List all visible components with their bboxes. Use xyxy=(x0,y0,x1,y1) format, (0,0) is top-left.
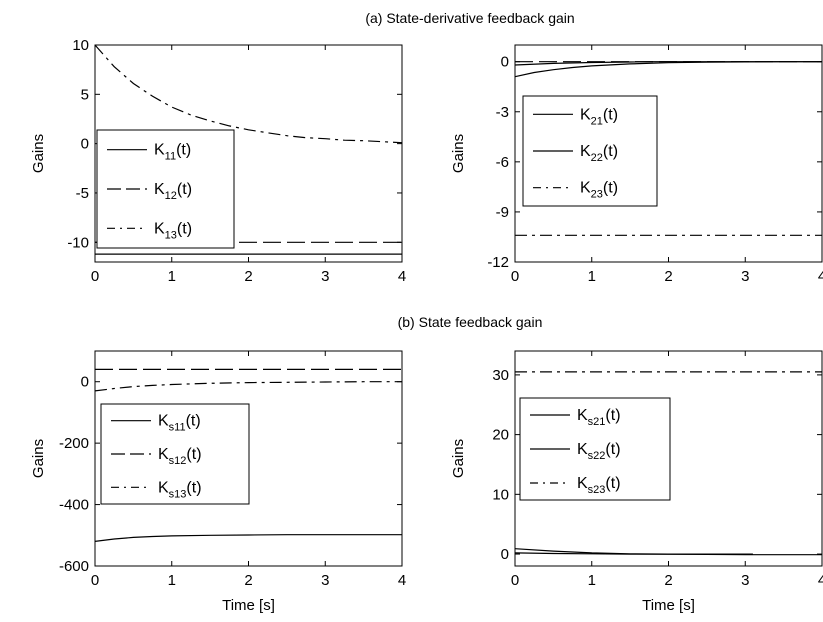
chart-2-ytick-label: -3 xyxy=(496,104,509,121)
chart-3-ytick-label: -600 xyxy=(59,558,89,575)
chart-2-xtick-label: 4 xyxy=(818,268,823,285)
chart-4-ytick-label: 10 xyxy=(492,486,509,503)
chart-3-series-ks11t xyxy=(94,534,402,542)
chart-2-legend-label: K22(t) xyxy=(580,143,618,164)
chart-1-xtick-label: 1 xyxy=(168,268,176,285)
chart-4-legend-label: Ks23(t) xyxy=(577,475,621,496)
chart-4-ytick-label: 30 xyxy=(492,367,509,384)
chart-4-legend-label: Ks21(t) xyxy=(577,407,621,428)
chart-3-legend: Ks11(t) Ks12(t) Ks13(t) xyxy=(100,403,250,505)
figure-title-b: (b) State feedback gain xyxy=(398,314,543,330)
chart-2-xtick-label: 0 xyxy=(511,268,519,285)
chart-2-xtick-label: 2 xyxy=(664,268,672,285)
chart-1-legend-label: K12(t) xyxy=(154,181,192,202)
chart-1-ytick-label: -5 xyxy=(76,185,89,202)
chart-1-ylabel: Gains xyxy=(30,134,47,173)
chart-1-ytick-label: 10 xyxy=(72,37,89,54)
chart-4-ytick-label: 0 xyxy=(501,546,509,563)
chart-3-ytick-label: -200 xyxy=(59,435,89,452)
chart-panel-2: 0 1 2 3 4 0 -3 -6 -9 -12 Gains K21(t) K22(t) K23(t) xyxy=(450,44,823,285)
chart-1-ytick-label: 0 xyxy=(81,136,89,153)
chart-4-xtick-label: 1 xyxy=(588,572,596,589)
chart-4-xtick-label: 0 xyxy=(511,572,519,589)
chart-1-xtick-label: 2 xyxy=(244,268,252,285)
chart-1-series-k13t xyxy=(94,44,403,144)
chart-2-legend: K21(t) K22(t) K23(t) xyxy=(522,95,658,207)
chart-2-xtick-label: 1 xyxy=(588,268,596,285)
chart-2-legend-label: K21(t) xyxy=(580,106,618,127)
chart-1-legend-label: K11(t) xyxy=(154,142,191,163)
chart-3-xtick-label: 0 xyxy=(91,572,99,589)
chart-1-ytick-label: 5 xyxy=(81,86,89,103)
chart-2-ylabel: Gains xyxy=(450,134,467,173)
chart-3-ytick-label: -400 xyxy=(59,497,89,514)
chart-2-ytick-label: -6 xyxy=(496,154,509,171)
chart-4-series-ks22t xyxy=(514,552,753,555)
chart-1-legend: K11(t) K12(t) K13(t) xyxy=(96,129,235,249)
chart-3-xtick-label: 3 xyxy=(321,572,329,589)
chart-1-xtick-label: 0 xyxy=(91,268,99,285)
chart-2-ytick-label: -12 xyxy=(487,254,509,271)
chart-3-ytick-label: 0 xyxy=(81,374,89,391)
figure-title-a: (a) State-derivative feedback gain xyxy=(365,10,574,26)
chart-4-ylabel: Gains xyxy=(450,439,467,478)
chart-3-ylabel: Gains xyxy=(30,439,47,478)
chart-4-xlabel: Time [s] xyxy=(642,597,695,614)
chart-4-legend: Ks21(t) Ks22(t) Ks23(t) xyxy=(519,397,671,501)
chart-4-xtick-label: 2 xyxy=(664,572,672,589)
chart-4-ytick-label: 20 xyxy=(492,427,509,444)
chart-2-legend-label: K23(t) xyxy=(580,180,618,201)
chart-1-legend-label: K13(t) xyxy=(154,220,192,241)
chart-2-ytick-label: 0 xyxy=(501,54,509,71)
chart-3-xtick-label: 1 xyxy=(168,572,176,589)
chart-2-series-k21t xyxy=(514,61,822,78)
chart-1-xtick-label: 3 xyxy=(321,268,329,285)
chart-3-xtick-label: 2 xyxy=(244,572,252,589)
chart-3-legend-label: Ks12(t) xyxy=(158,446,202,467)
chart-2-xtick-label: 3 xyxy=(741,268,749,285)
chart-3-series-ks13t xyxy=(94,381,402,392)
chart-3-xlabel: Time [s] xyxy=(222,597,275,614)
chart-3-legend-label: Ks11(t) xyxy=(158,413,201,434)
chart-1-xtick-label: 4 xyxy=(398,268,406,285)
chart-panel-1: 0 1 2 3 4 10 5 0 -5 -10 Gains K11(t) K12(t) K13(t) xyxy=(30,37,406,285)
chart-3-xtick-label: 4 xyxy=(398,572,406,589)
chart-4-legend-label: Ks22(t) xyxy=(577,441,621,462)
chart-1-ytick-label: -10 xyxy=(67,234,89,251)
chart-3-legend-label: Ks13(t) xyxy=(158,479,202,500)
chart-4-xtick-label: 3 xyxy=(741,572,749,589)
chart-2-ytick-label: -9 xyxy=(496,204,509,221)
chart-4-xtick-label: 4 xyxy=(818,572,823,589)
